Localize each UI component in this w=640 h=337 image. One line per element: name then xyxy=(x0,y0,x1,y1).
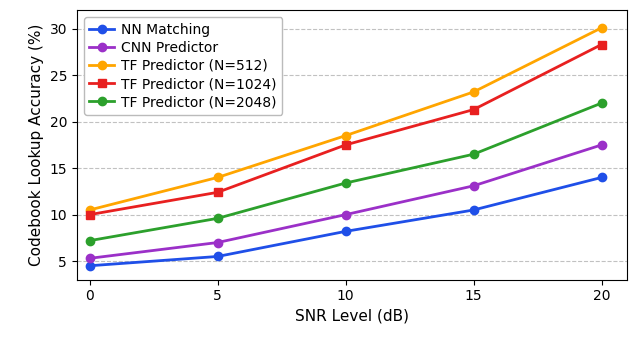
TF Predictor (N=2048) xyxy=(342,181,349,185)
CNN Predictor xyxy=(86,256,93,261)
Line: TF Predictor (N=1024): TF Predictor (N=1024) xyxy=(85,40,606,219)
TF Predictor (N=2048) xyxy=(598,101,605,105)
CNN Predictor xyxy=(214,241,221,245)
TF Predictor (N=1024) xyxy=(86,213,93,217)
TF Predictor (N=2048) xyxy=(86,239,93,243)
NN Matching xyxy=(214,254,221,258)
TF Predictor (N=2048) xyxy=(470,152,477,156)
CNN Predictor xyxy=(470,184,477,188)
TF Predictor (N=1024) xyxy=(342,143,349,147)
CNN Predictor xyxy=(598,143,605,147)
Line: TF Predictor (N=512): TF Predictor (N=512) xyxy=(85,24,606,214)
TF Predictor (N=512) xyxy=(470,90,477,94)
NN Matching xyxy=(598,176,605,180)
NN Matching xyxy=(342,229,349,234)
NN Matching xyxy=(470,208,477,212)
TF Predictor (N=1024) xyxy=(598,42,605,47)
TF Predictor (N=512) xyxy=(342,133,349,137)
Line: CNN Predictor: CNN Predictor xyxy=(85,141,606,263)
TF Predictor (N=512) xyxy=(214,176,221,180)
CNN Predictor xyxy=(342,213,349,217)
Line: NN Matching: NN Matching xyxy=(85,173,606,270)
TF Predictor (N=2048) xyxy=(214,216,221,220)
X-axis label: SNR Level (dB): SNR Level (dB) xyxy=(295,309,409,324)
TF Predictor (N=1024) xyxy=(470,108,477,112)
Legend: NN Matching, CNN Predictor, TF Predictor (N=512), TF Predictor (N=1024), TF Pred: NN Matching, CNN Predictor, TF Predictor… xyxy=(84,17,282,115)
Y-axis label: Codebook Lookup Accuracy (%): Codebook Lookup Accuracy (%) xyxy=(29,24,44,266)
TF Predictor (N=512) xyxy=(598,26,605,30)
NN Matching xyxy=(86,264,93,268)
TF Predictor (N=1024) xyxy=(214,190,221,194)
Line: TF Predictor (N=2048): TF Predictor (N=2048) xyxy=(85,99,606,245)
TF Predictor (N=512) xyxy=(86,208,93,212)
